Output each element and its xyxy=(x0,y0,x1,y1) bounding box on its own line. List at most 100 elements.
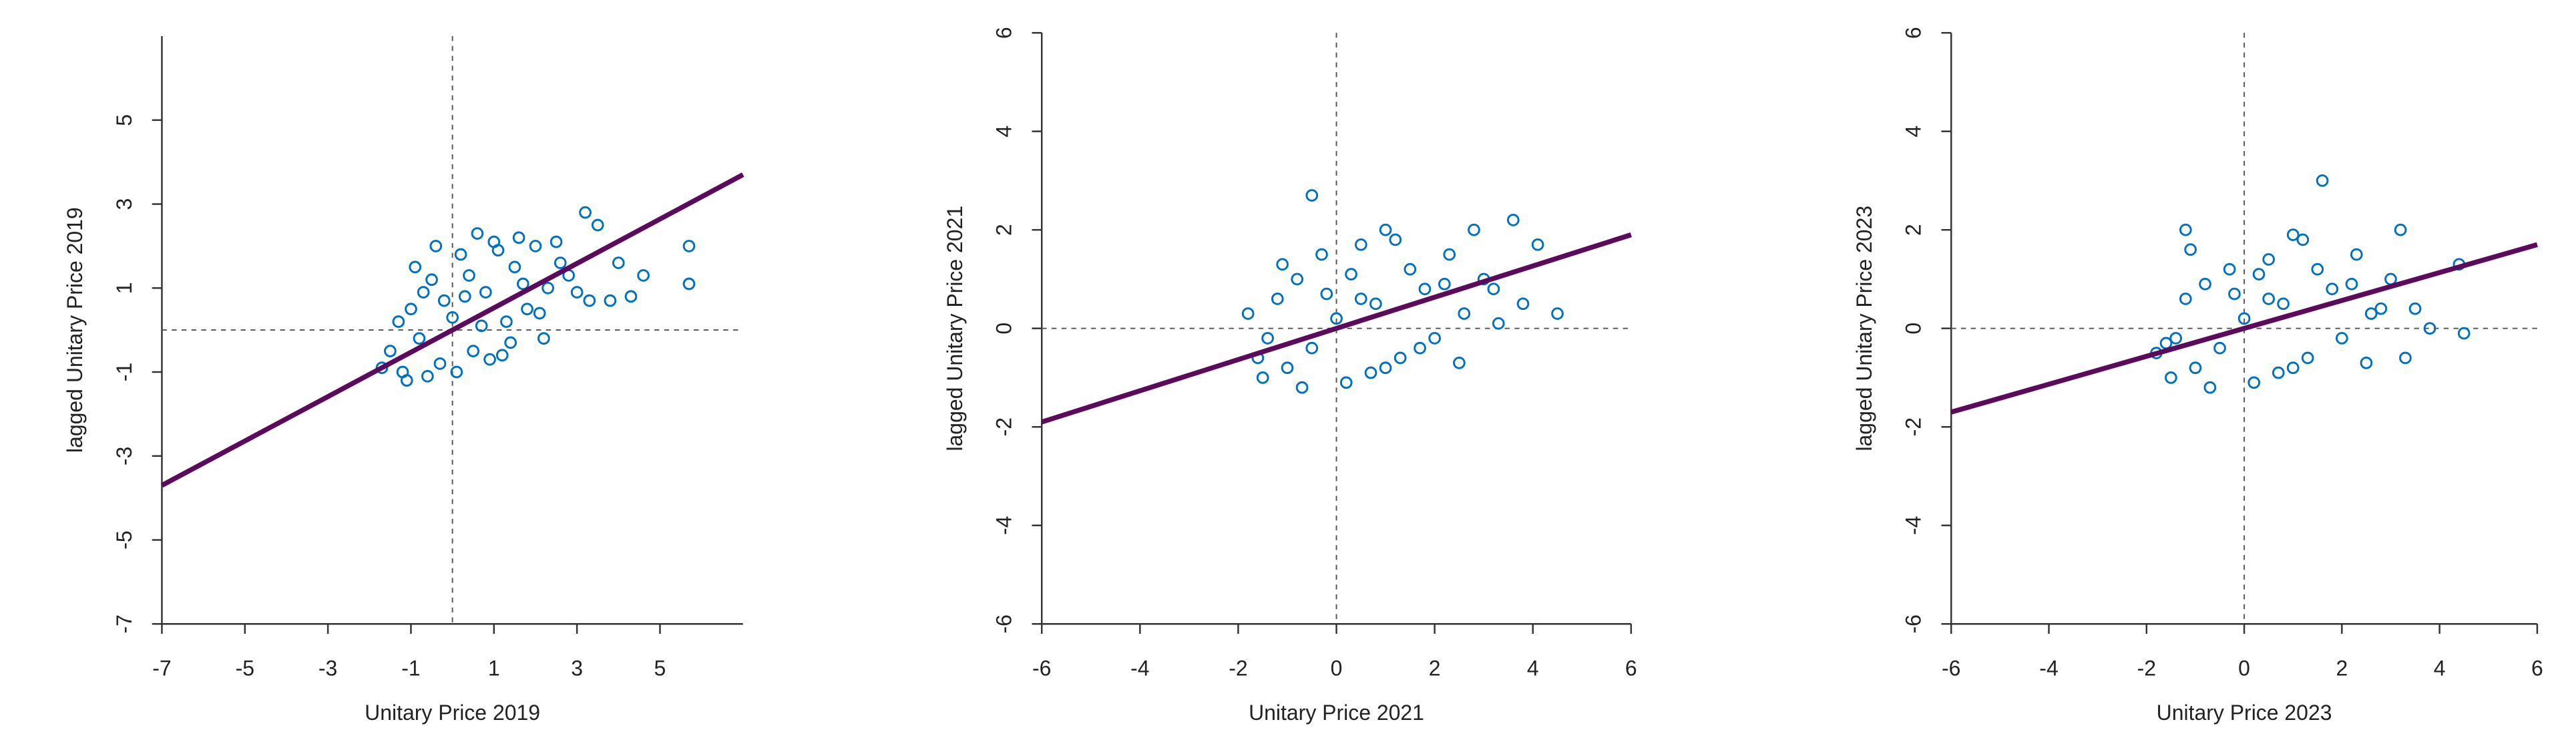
point xyxy=(1418,283,1432,296)
point xyxy=(479,286,492,299)
point xyxy=(1438,277,1451,291)
point xyxy=(1364,366,1377,379)
point xyxy=(1393,351,1407,365)
y-tick-label: 0 xyxy=(1902,323,1926,335)
point xyxy=(491,244,505,257)
point xyxy=(2457,327,2471,340)
x-tick-label: -6 xyxy=(1032,656,1051,681)
x-tick-label: -2 xyxy=(2137,656,2156,681)
point xyxy=(500,315,513,328)
point xyxy=(2189,361,2202,375)
point xyxy=(495,349,509,362)
y-tick-label: 2 xyxy=(1902,224,1926,236)
point xyxy=(1389,233,1402,246)
point xyxy=(2399,351,2412,365)
x-tick-label: -2 xyxy=(1229,656,1247,681)
point xyxy=(542,281,554,295)
point xyxy=(2228,287,2241,301)
point xyxy=(409,260,422,274)
point xyxy=(425,273,438,287)
x-axis-label: Unitary Price 2021 xyxy=(1249,701,1424,725)
point xyxy=(508,260,521,274)
point xyxy=(2252,268,2266,280)
y-tick-label: 3 xyxy=(112,198,136,210)
point xyxy=(1414,341,1426,355)
y-axis-label: lagged Unitary Price 2023 xyxy=(1852,206,1876,451)
point xyxy=(1291,272,1304,286)
point xyxy=(384,345,397,357)
point xyxy=(2286,228,2300,241)
x-tick-label: 2 xyxy=(2336,656,2348,681)
x-tick-label: -6 xyxy=(1942,656,1960,681)
x-tick-label: 6 xyxy=(2531,656,2543,681)
point xyxy=(612,256,625,269)
point xyxy=(583,294,596,307)
point xyxy=(2374,302,2388,315)
point xyxy=(1261,332,1274,345)
y-tick-label: -3 xyxy=(112,447,136,465)
y-tick-label: -1 xyxy=(112,363,136,381)
y-tick-label: -4 xyxy=(992,516,1016,535)
point xyxy=(2262,253,2275,266)
point xyxy=(421,369,434,383)
point xyxy=(413,332,426,345)
point xyxy=(483,353,496,366)
scatter-panel: -6 -4 -2 0 2 4 6 -6 -4 -2 0 2 4 6 Unitary Price 2021 la… xyxy=(943,27,1637,725)
point xyxy=(521,303,533,316)
point xyxy=(446,311,459,324)
point xyxy=(1354,293,1367,305)
point xyxy=(2364,307,2378,320)
y-tick-label: 4 xyxy=(992,126,1016,138)
point xyxy=(1379,361,1392,375)
point xyxy=(1295,381,1309,394)
point xyxy=(2336,332,2348,345)
point xyxy=(2237,312,2251,325)
point xyxy=(1330,312,1343,325)
y-tick-label: 6 xyxy=(992,27,1016,39)
point xyxy=(1354,238,1367,251)
point xyxy=(1516,297,1530,311)
point xyxy=(624,290,638,303)
point xyxy=(475,319,488,333)
point xyxy=(2350,248,2363,261)
point xyxy=(467,345,480,357)
point xyxy=(2213,341,2226,355)
point xyxy=(2384,272,2397,286)
point xyxy=(1506,214,1520,226)
point xyxy=(512,231,525,244)
point xyxy=(1487,283,1500,296)
point xyxy=(516,277,529,291)
point xyxy=(450,365,463,379)
point xyxy=(2408,302,2422,315)
scatter-panel: -6 -4 -2 0 2 4 6 -6 -4 -2 0 2 4 6 Unitary Price 2023 la… xyxy=(1852,27,2543,725)
point xyxy=(471,227,484,240)
point xyxy=(550,235,563,248)
point xyxy=(2165,371,2177,384)
y-axis-label: lagged Unitary Price 2021 xyxy=(943,206,967,451)
point xyxy=(570,286,584,299)
point xyxy=(2326,283,2339,296)
point xyxy=(538,332,550,345)
point xyxy=(2179,293,2192,305)
point xyxy=(1458,307,1471,320)
point xyxy=(392,315,405,328)
point xyxy=(429,240,443,252)
point xyxy=(1428,332,1441,345)
y-tick-label: -4 xyxy=(1902,516,1926,535)
point xyxy=(454,248,467,261)
point xyxy=(2203,381,2217,394)
point xyxy=(2423,322,2436,335)
point xyxy=(2277,297,2290,311)
point xyxy=(2169,332,2183,345)
point xyxy=(682,277,696,291)
y-axis-label: lagged Unitary Price 2019 xyxy=(63,207,87,453)
x-axis-label: Unitary Price 2019 xyxy=(365,701,540,725)
point xyxy=(417,286,430,299)
x-tick-label: 2 xyxy=(1429,656,1441,681)
y-tick-label: -2 xyxy=(992,417,1016,436)
point xyxy=(400,374,413,387)
point xyxy=(1345,268,1357,280)
point xyxy=(2394,223,2407,236)
point xyxy=(1281,361,1294,375)
